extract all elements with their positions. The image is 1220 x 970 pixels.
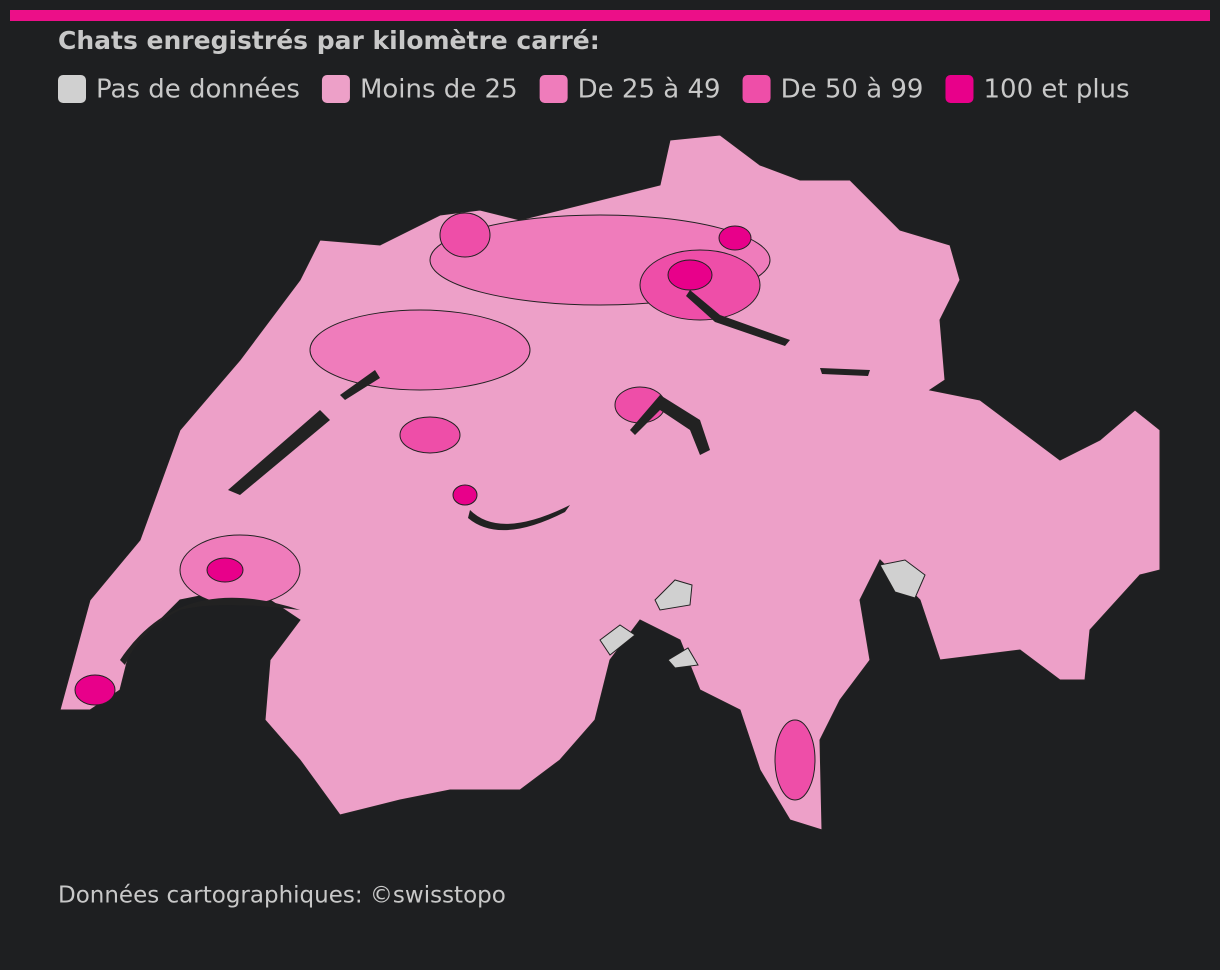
- region: [74, 674, 116, 706]
- region: [399, 416, 461, 454]
- legend-label: 100 et plus: [983, 75, 1129, 105]
- legend-swatch: [58, 75, 86, 103]
- region: [309, 309, 531, 391]
- source: Données cartographiques: ©swisstopo: [58, 883, 506, 909]
- lake: [468, 505, 570, 531]
- region: [718, 225, 752, 251]
- top-bar: [10, 10, 1210, 21]
- lake: [630, 395, 710, 455]
- map: [59, 134, 1161, 831]
- legend-label: Moins de 25: [360, 75, 518, 105]
- region: [667, 259, 713, 291]
- lake: [820, 368, 870, 376]
- country-shape: [59, 134, 1161, 831]
- lake: [340, 370, 380, 400]
- legend-swatch: [539, 75, 568, 103]
- legend-title: Chats enregistrés par kilomètre carré:: [58, 26, 600, 55]
- lake: [686, 290, 790, 346]
- legend: Pas de données Moins de 25 De 25 à 49 De 50…: [58, 75, 1130, 105]
- legend-label: De 25 à 49: [578, 75, 721, 105]
- region: [439, 212, 491, 258]
- region: [774, 719, 816, 801]
- lake: [228, 410, 330, 495]
- region: [879, 559, 926, 599]
- legend-swatch: [742, 75, 771, 103]
- region: [206, 557, 244, 583]
- legend-label: Pas de données: [96, 75, 300, 105]
- region: [667, 647, 699, 669]
- legend-swatch: [321, 75, 350, 103]
- legend-label: De 50 à 99: [781, 75, 924, 105]
- region: [599, 624, 636, 656]
- legend-swatch: [945, 75, 974, 103]
- region: [654, 579, 693, 611]
- region: [452, 484, 478, 506]
